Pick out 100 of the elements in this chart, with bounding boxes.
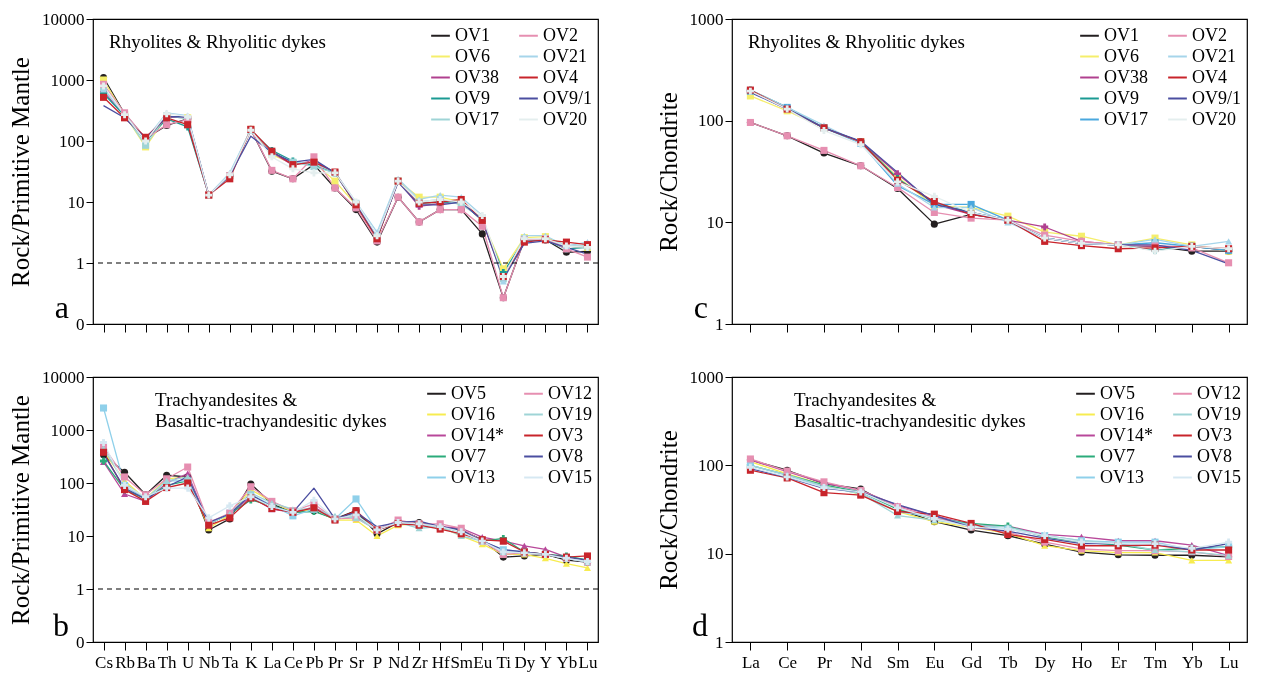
x-tick-label: Ho <box>1071 652 1093 672</box>
x-tick-label: Yb <box>1181 652 1203 672</box>
legend-label: OV20 <box>543 108 587 129</box>
legend-label: OV9/1 <box>543 87 592 108</box>
legend-label: OV16 <box>451 403 495 424</box>
legend-label: OV13 <box>451 466 495 487</box>
legend-label: OV9 <box>1104 87 1139 108</box>
x-tick-label: Hf <box>431 652 450 672</box>
x-tick-label: Er <box>1110 652 1128 672</box>
x-tick-label: P <box>372 652 383 672</box>
legend-label: OV21 <box>543 45 587 66</box>
legend-label: OV5 <box>1100 382 1135 403</box>
legend-label: OV20 <box>1192 108 1236 129</box>
y-tick-label: 100 <box>698 111 724 131</box>
legend-label: OV14* <box>451 424 504 445</box>
x-tick-label: Nb <box>198 652 220 672</box>
legend-label: OV16 <box>1100 403 1144 424</box>
y-tick-label: 1000 <box>689 367 724 387</box>
y-tick-label: 0 <box>76 314 85 334</box>
legend-label: OV4 <box>1192 66 1227 87</box>
x-tick-label: Ce <box>283 652 303 672</box>
legend-label: OV21 <box>1192 45 1236 66</box>
y-axis-title: Rock/Primitive Mantle <box>7 395 34 625</box>
x-tick-label: Lu <box>578 652 598 672</box>
y-axis-title: Rock/Chondrite <box>654 92 682 252</box>
y-tick-label: 10000 <box>42 367 85 387</box>
legend-label: OV15 <box>1197 466 1241 487</box>
y-tick-label: 10 <box>67 192 85 212</box>
x-tick-label: Sm <box>450 652 474 672</box>
x-tick-label: Tb <box>998 652 1018 672</box>
x-tick-label: Tm <box>1143 652 1168 672</box>
legend-label: OV6 <box>455 45 490 66</box>
x-tick-label: Nd <box>388 652 410 672</box>
legend-label: OV4 <box>543 66 578 87</box>
legend-label: OV38 <box>1104 66 1148 87</box>
legend-label: OV2 <box>1192 24 1227 45</box>
y-tick-label: 10 <box>67 526 85 546</box>
annotation: Trachyandesites & Basaltic-trachyandesitic dykes <box>155 389 387 431</box>
x-tick-label: Rb <box>115 652 135 672</box>
y-tick-label: 1 <box>76 253 85 273</box>
x-tick-label: Eu <box>925 652 945 672</box>
x-tick-label: Pb <box>305 652 324 672</box>
legend-label: OV15 <box>548 466 592 487</box>
annotation: Trachyandesites & Basaltic-trachyandesitic dykes <box>794 389 1026 431</box>
legend-label: OV12 <box>548 382 592 403</box>
legend-label: OV3 <box>548 424 583 445</box>
x-tick-label: Ba <box>136 652 156 672</box>
text: c <box>693 289 708 325</box>
y-tick-label: 10 <box>706 212 724 232</box>
legend-label: OV12 <box>1197 382 1241 403</box>
x-tick-label: Sm <box>886 652 910 672</box>
x-tick-label: Ti <box>496 652 512 672</box>
y-tick-label: 100 <box>59 473 85 493</box>
legend-label: OV7 <box>1100 445 1135 466</box>
y-tick-label: 1 <box>715 314 724 334</box>
legend-label: OV9/1 <box>1192 87 1241 108</box>
y-tick-label: 100 <box>698 455 724 475</box>
x-tick-label: Dy <box>514 652 536 672</box>
y-tick-label: 1000 <box>689 9 724 29</box>
x-tick-label: Gd <box>961 652 983 672</box>
legend-label: OV38 <box>455 66 499 87</box>
legend-label: OV17 <box>455 108 499 129</box>
legend-label: OV1 <box>455 24 490 45</box>
x-tick-label: Sr <box>348 652 365 672</box>
x-tick-label: Zr <box>411 652 429 672</box>
y-tick-label: 1 <box>76 579 85 599</box>
annotation: Rhyolites & Rhyolitic dykes <box>109 31 326 52</box>
x-tick-label: Th <box>157 652 178 672</box>
x-tick-label: La <box>741 652 761 672</box>
text: a <box>54 289 69 325</box>
legend-label: OV6 <box>1104 45 1139 66</box>
legend-label: OV9 <box>455 87 490 108</box>
x-tick-label: Dy <box>1034 652 1057 672</box>
legend-label: OV17 <box>1104 108 1148 129</box>
y-tick-label: 1000 <box>50 420 85 440</box>
legend-label: OV13 <box>1100 466 1144 487</box>
y-axis-title: Rock/Primitive Mantle <box>7 57 34 287</box>
y-tick-label: 0 <box>76 632 85 652</box>
x-tick-label: Yb <box>556 652 578 672</box>
legend-label: OV3 <box>1197 424 1232 445</box>
legend-label: OV7 <box>451 445 486 466</box>
legend-label: OV19 <box>1197 403 1241 424</box>
legend-label: OV8 <box>1197 445 1232 466</box>
y-tick-label: 10000 <box>42 9 85 29</box>
text: d <box>692 607 708 643</box>
x-tick-label: Ce <box>778 652 798 672</box>
legend-label: OV2 <box>543 24 578 45</box>
x-tick-label: Pr <box>816 652 833 672</box>
y-tick-label: 1000 <box>50 70 85 90</box>
legend-label: OV1 <box>1104 24 1139 45</box>
x-tick-label: Eu <box>473 652 493 672</box>
y-tick-label: 1 <box>715 632 724 652</box>
text: b <box>53 607 69 643</box>
annotation: Rhyolites & Rhyolitic dykes <box>748 31 965 52</box>
legend-label: OV8 <box>548 445 583 466</box>
x-tick-label: U <box>182 652 195 672</box>
x-tick-label: Y <box>539 652 553 672</box>
x-tick-label: K <box>245 652 259 672</box>
x-tick-label: Ta <box>221 652 240 672</box>
legend-label: OV19 <box>548 403 592 424</box>
